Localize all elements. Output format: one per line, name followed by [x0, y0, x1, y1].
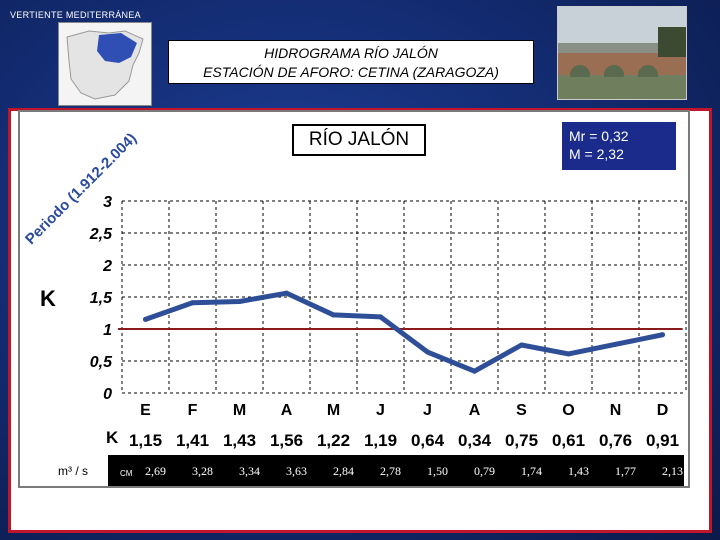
- cm-label: CM: [120, 469, 133, 478]
- k-value-label: 1,15: [129, 431, 162, 450]
- data-point: [472, 368, 477, 374]
- k-value-label: 1,19: [364, 431, 397, 450]
- data-point: [519, 342, 524, 348]
- flow-values-bar: [108, 455, 684, 486]
- y-tick-label: 0: [103, 386, 112, 403]
- data-point: [284, 290, 289, 296]
- flow-unit-label: m³ / s: [58, 464, 88, 478]
- spain-map-thumbnail: [58, 22, 152, 106]
- data-point: [425, 349, 430, 355]
- data-point: [613, 341, 618, 347]
- river-name-box: RÍO JALÓN: [292, 124, 426, 156]
- spain-map-icon: [66, 30, 144, 100]
- k-value-label: 1,22: [317, 431, 350, 450]
- y-tick-label: 2,5: [89, 226, 113, 243]
- x-tick-label: F: [188, 402, 198, 419]
- data-point: [237, 298, 242, 304]
- y-axis-label: K: [40, 286, 56, 311]
- flow-value-label: 0,79: [474, 464, 495, 478]
- x-tick-label: A: [469, 402, 481, 419]
- x-tick-label: E: [140, 402, 151, 419]
- flow-value-label: 1,50: [427, 464, 448, 478]
- x-tick-label: O: [562, 402, 574, 419]
- grid-layer: [121, 200, 687, 394]
- y-tick-label: 1,5: [90, 290, 113, 307]
- x-tick-label: S: [516, 402, 527, 419]
- x-tick-label: A: [281, 402, 293, 419]
- x-tick-label: N: [610, 402, 622, 419]
- module-stats-box: Mr = 0,32 M = 2,32: [562, 122, 676, 170]
- bridge-image: [558, 7, 686, 99]
- chart-title-line2: ESTACIÓN DE AFORO: CETINA (ZARAGOZA): [203, 64, 499, 80]
- flow-value-label: 2,78: [380, 464, 401, 478]
- y-tick-label: 2: [102, 258, 112, 275]
- k-value-label: 0,91: [646, 431, 679, 450]
- k-value-label: 0,64: [411, 431, 445, 450]
- data-point: [143, 316, 148, 322]
- data-point: [660, 332, 665, 338]
- series-line: [143, 290, 665, 374]
- k-value-label: 0,75: [505, 431, 538, 450]
- chart-title-line1: HIDROGRAMA RÍO JALÓN: [264, 45, 438, 61]
- series-layer: [143, 290, 665, 374]
- mr-value: Mr = 0,32: [569, 128, 629, 144]
- k-value-label: 0,34: [458, 431, 492, 450]
- flow-value-label: 2,84: [333, 464, 354, 478]
- flow-value-label: 3,28: [192, 464, 213, 478]
- label-layer: 0 0,5 1 1,5 2 2,5 3 E F M A M J J A S O N D 1,15 1,41 1,43 1,5…: [89, 194, 679, 450]
- bridge-photo: [557, 6, 687, 100]
- flow-value-label: 1,77: [615, 464, 636, 478]
- x-tick-label: D: [657, 402, 669, 419]
- k-value-label: 1,41: [176, 431, 209, 450]
- flow-value-label: 2,69: [145, 464, 166, 478]
- flow-value-label: 3,63: [286, 464, 307, 478]
- k-value-label: 0,61: [552, 431, 585, 450]
- flow-value-label: 3,34: [239, 464, 260, 478]
- x-tick-label: J: [423, 402, 432, 419]
- flow-layer: 2,69 3,28 3,34 3,63 2,84 2,78 1,50 0,79 1,74 1,43…: [145, 464, 683, 478]
- y-tick-label: 1: [103, 322, 112, 339]
- y-tick-label: 0,5: [90, 354, 113, 371]
- region-label: VERTIENTE MEDITERRÁNEA: [10, 10, 141, 20]
- data-point: [190, 300, 195, 306]
- x-tick-label: J: [376, 402, 385, 419]
- k-value-label: 1,43: [223, 431, 256, 450]
- flow-value-label: 2,13: [662, 464, 683, 478]
- data-point: [566, 351, 571, 357]
- data-point: [331, 312, 336, 318]
- x-tick-label: M: [233, 402, 246, 419]
- m-value: M = 2,32: [569, 146, 624, 162]
- table-k-label: K: [106, 428, 119, 447]
- chart-title-box: HIDROGRAMA RÍO JALÓN ESTACIÓN DE AFORO: …: [168, 40, 534, 84]
- y-tick-label: 3: [103, 194, 112, 211]
- x-tick-label: M: [327, 402, 340, 419]
- chart-panel: [18, 110, 690, 488]
- flow-value-label: 1,74: [521, 464, 542, 478]
- data-point: [378, 314, 383, 320]
- k-value-label: 0,76: [599, 431, 632, 450]
- k-value-label: 1,56: [270, 431, 303, 450]
- flow-value-label: 1,43: [568, 464, 589, 478]
